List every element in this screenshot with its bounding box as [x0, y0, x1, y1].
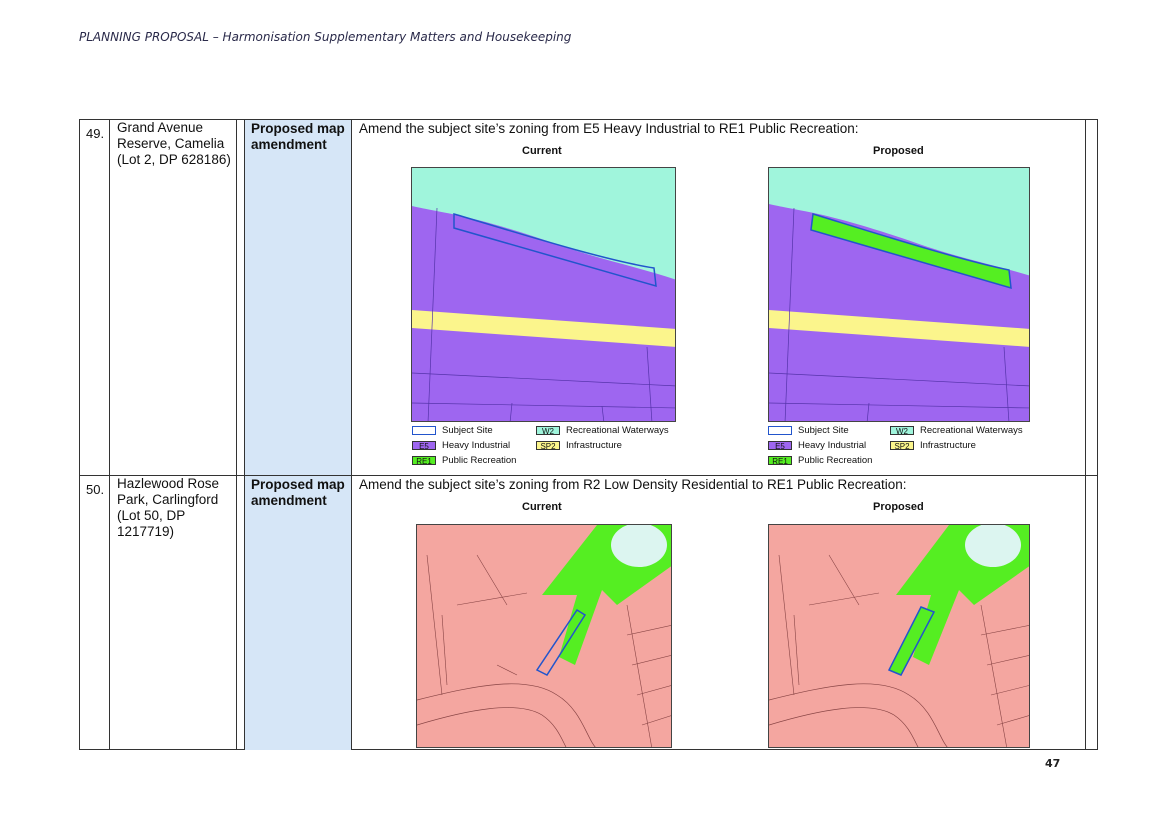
table-row: 49. Grand Avenue Reserve, Camelia (Lot 2…: [80, 120, 1097, 476]
current-zoning-map: [411, 167, 676, 422]
legend-swatch: E5: [412, 440, 436, 451]
current-label: Current: [522, 145, 562, 157]
table-row: 50. Hazlewood Rose Park, Carlingford (Lo…: [80, 476, 1097, 750]
legend-swatch: SP2: [890, 440, 914, 451]
legend-swatch: E5: [768, 440, 792, 451]
proposed-zoning-map: [768, 167, 1030, 422]
amendment-description: Amend the subject site’s zoning from R2 …: [359, 477, 907, 492]
map-legend: Subject Site W2 Recreational Waterways E5…: [412, 425, 692, 471]
legend-label: Subject Site: [442, 425, 493, 436]
proposed-label: Proposed: [873, 145, 924, 157]
legend-swatch: SP2: [536, 440, 560, 451]
page-header: PLANNING PROPOSAL – Harmonisation Supple…: [79, 30, 572, 44]
current-label: Current: [522, 501, 562, 513]
legend-label: Recreational Waterways: [920, 425, 1023, 436]
legend-label: Recreational Waterways: [566, 425, 669, 436]
map-legend: Subject Site W2 Recreational Waterways E5…: [768, 425, 1048, 471]
proposed-label: Proposed: [873, 501, 924, 513]
legend-label: Infrastructure: [920, 440, 976, 451]
legend-label: Heavy Industrial: [442, 440, 511, 451]
amendment-description: Amend the subject site’s zoning from E5 …: [359, 121, 859, 136]
amendments-table: 49. Grand Avenue Reserve, Camelia (Lot 2…: [79, 119, 1098, 750]
row-number: 50.: [86, 482, 105, 497]
legend-label: Heavy Industrial: [798, 440, 867, 451]
row-number: 49.: [86, 126, 105, 141]
legend-swatch: [768, 425, 792, 435]
legend-label: Public Recreation: [798, 455, 873, 466]
amendment-type: Proposed map amendment: [244, 476, 352, 750]
legend-label: Subject Site: [798, 425, 849, 436]
page-number: 47: [1045, 757, 1061, 770]
proposed-zoning-map: [768, 524, 1030, 748]
legend-label: Public Recreation: [442, 455, 517, 466]
legend-label: Infrastructure: [566, 440, 622, 451]
legend-swatch: RE1: [768, 455, 792, 466]
amendment-type: Proposed map amendment: [244, 120, 352, 475]
current-zoning-map: [416, 524, 672, 748]
legend-swatch: [412, 425, 436, 435]
legend-swatch: W2: [536, 425, 560, 436]
site-name: Grand Avenue Reserve, Camelia (Lot 2, DP…: [117, 120, 231, 167]
site-name: Hazlewood Rose Park, Carlingford (Lot 50…: [117, 476, 220, 539]
legend-swatch: RE1: [412, 455, 436, 466]
legend-swatch: W2: [890, 425, 914, 436]
